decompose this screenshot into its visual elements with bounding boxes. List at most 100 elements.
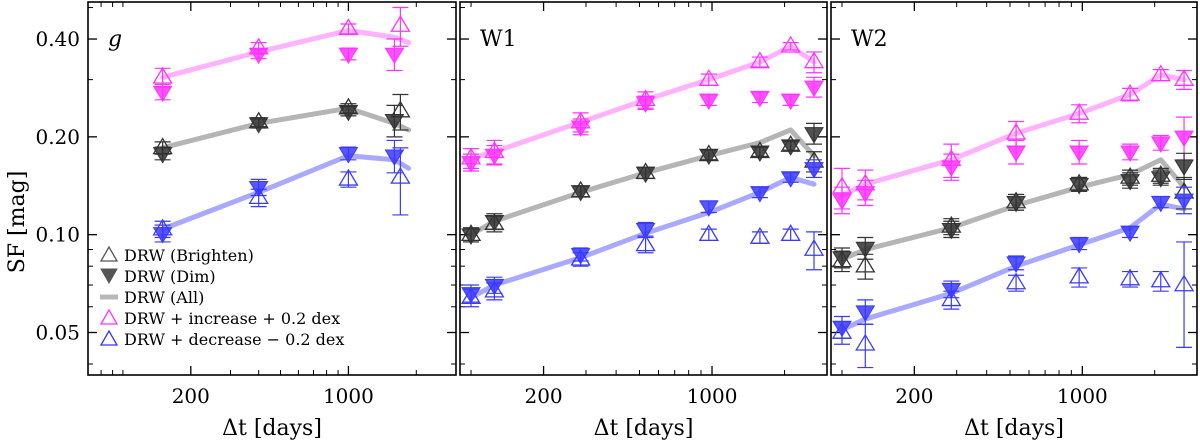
triangle-down-marker: [750, 90, 770, 108]
triangle-up-marker: [1005, 122, 1027, 140]
black-drw-all-line: [468, 127, 817, 238]
triangle-up-marker: [855, 333, 876, 351]
triangle-down-marker: [941, 282, 962, 300]
magenta-dim-point: [248, 47, 269, 65]
triangle-down-marker: [1120, 174, 1140, 191]
triangle-up-marker: [749, 226, 771, 244]
triangle-down-marker: [635, 96, 656, 113]
triangle-down-marker: [832, 320, 852, 338]
magenta-dim-point: [152, 83, 173, 103]
magenta-brighten-point: [698, 69, 719, 86]
y-tick-label: 0.20: [35, 125, 80, 149]
triangle-down-marker: [484, 278, 505, 296]
black-drw-all-line: [160, 105, 412, 151]
triangle-down-marker: [855, 186, 876, 203]
x-axis-label: Δt [days]: [222, 416, 322, 441]
x-tick-label: 200: [172, 384, 210, 408]
triangle-down-marker: [384, 47, 405, 65]
panel-frame: [459, 1, 828, 376]
magenta-brighten-point: [749, 51, 771, 69]
triangle-down-marker: [1174, 130, 1194, 148]
black-dim-point: [1174, 152, 1194, 180]
x-tick-label: 1000: [323, 384, 374, 408]
triangle-down-marker: [248, 180, 269, 198]
triangle-up-marker: [698, 224, 719, 242]
triangle-down-marker: [855, 241, 876, 259]
triangle-down-marker: [1150, 195, 1171, 213]
triangle-up-marker: [780, 224, 801, 242]
triangle-up-marker: [390, 166, 411, 184]
magenta-dim-point: [570, 118, 591, 137]
black-dim-point: [698, 148, 719, 166]
blue-dim-point: [780, 171, 801, 188]
y-tick-label: 0.05: [35, 321, 80, 345]
magenta-dim-point: [1120, 143, 1140, 162]
blue-dim-point: [1150, 195, 1171, 213]
triangle-up-marker: [1119, 83, 1141, 101]
blue-brighten-point: [1005, 272, 1027, 292]
black-dim-point: [570, 185, 591, 202]
black-dim-point: [804, 122, 824, 145]
black-dim-point: [484, 213, 505, 232]
magenta-dim-point: [780, 93, 801, 111]
legend-item: DRW (All): [100, 288, 204, 307]
magenta-drw-all-line: [839, 72, 1187, 198]
panel-frame: [87, 1, 457, 376]
magenta-dim-point: [1150, 134, 1171, 153]
triangle-down-marker: [804, 162, 824, 179]
blue-dim-point: [635, 221, 656, 240]
legend-label: DRW + decrease − 0.2 dex: [124, 330, 344, 349]
x-axis-label: Δt [days]: [964, 416, 1064, 441]
triangle-down-marker: [338, 104, 359, 122]
triangle-up-marker: [749, 51, 771, 69]
triangle-down-marker: [750, 186, 770, 203]
triangle-down-marker: [1174, 193, 1194, 211]
triangle-down-marker: [1150, 136, 1171, 153]
triangle-up-marker: [390, 15, 411, 32]
magenta-dim-point: [1069, 139, 1090, 165]
magenta-dim-point: [941, 153, 962, 181]
black-dim-point: [1006, 193, 1026, 213]
y-tick-label: 0.40: [35, 27, 80, 51]
blue-dim-point: [1174, 186, 1194, 215]
triangle-down-marker: [941, 222, 962, 240]
blue-dim-point: [698, 200, 719, 217]
blue-brighten-point: [1150, 270, 1171, 292]
magenta-brighten-point: [1150, 64, 1171, 82]
black-dim-point: [941, 220, 962, 240]
triangle-down-marker: [248, 47, 269, 65]
magenta-brighten-point: [780, 35, 801, 53]
triangle-down-marker: [698, 148, 719, 166]
magenta-dim-point: [832, 186, 852, 215]
magenta-dim-point: [804, 76, 824, 98]
legend-label: DRW (Brighten): [124, 246, 254, 265]
triangle-up-marker: [698, 69, 719, 86]
triangle-up-marker: [855, 255, 876, 273]
magenta-dim-point: [750, 90, 770, 108]
triangle-down-marker: [832, 193, 852, 211]
blue-drw-all-line: [468, 174, 817, 301]
panel-3: 200 1000 Δt [days] W2: [830, 1, 1198, 441]
blue-dim-point: [1006, 255, 1026, 273]
triangle-up-marker: [1150, 270, 1171, 288]
panel-label: W2: [851, 27, 888, 52]
triangle-up-marker: [780, 35, 801, 53]
triangle-down-marker: [832, 251, 852, 268]
blue-brighten-point: [749, 226, 771, 245]
blue-dim-point: [338, 146, 359, 164]
black-dim-point: [152, 146, 173, 164]
panel-2: 200 1000 Δt [days] W1: [459, 1, 828, 441]
blue-brighten-point: [1069, 266, 1090, 288]
blue-drw-all-line: [160, 153, 412, 232]
black-dim-point: [635, 166, 656, 184]
triangle-up-marker: [1173, 274, 1195, 292]
magenta-dim-point: [855, 179, 876, 207]
triangle-down-marker: [484, 215, 505, 232]
magenta-brighten-point: [803, 51, 825, 74]
magenta-brighten-point: [338, 18, 359, 36]
magenta-brighten-point: [1119, 83, 1141, 102]
magenta-dim-point: [461, 153, 481, 173]
blue-dim-point: [152, 224, 173, 244]
triangle-down-marker: [1069, 237, 1090, 254]
